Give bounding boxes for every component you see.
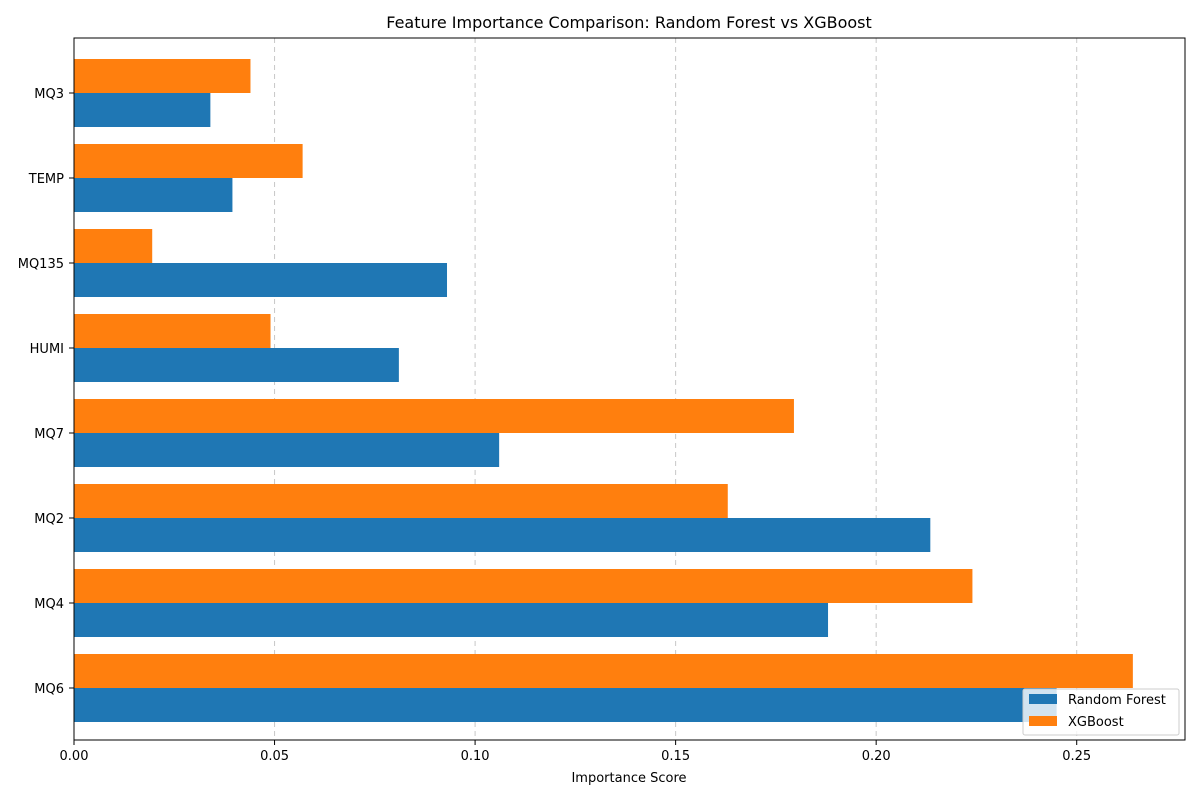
legend-label-random-forest: Random Forest <box>1068 693 1166 708</box>
y-axis-ticks: MQ6 MQ4 MQ2 MQ7 HUMI MQ135 TEMP MQ3 <box>18 87 74 697</box>
bar-random-forest-mq135 <box>74 263 448 297</box>
bar-random-forest-temp <box>74 178 233 212</box>
x-axis-ticks: 0.00 0.05 0.10 0.15 0.20 0.25 <box>60 740 1091 764</box>
y-tick-label-temp: TEMP <box>28 172 64 187</box>
bar-xgboost-humi <box>74 314 271 348</box>
x-tick-label-0: 0.00 <box>60 749 89 764</box>
y-tick-label-humi: HUMI <box>30 342 64 357</box>
bar-random-forest-mq3 <box>74 93 211 127</box>
legend-label-xgboost: XGBoost <box>1068 715 1124 730</box>
y-tick-label-mq2: MQ2 <box>34 512 64 527</box>
y-tick-label-mq135: MQ135 <box>18 257 64 272</box>
bar-xgboost-mq3 <box>74 59 251 93</box>
bar-random-forest-mq7 <box>74 433 500 467</box>
bar-xgboost-temp <box>74 144 303 178</box>
y-tick-label-mq4: MQ4 <box>34 597 64 612</box>
bar-xgboost-mq7 <box>74 399 794 433</box>
bars <box>74 59 1133 722</box>
x-tick-label-1: 0.05 <box>260 749 289 764</box>
bar-xgboost-mq6 <box>74 654 1133 688</box>
y-tick-label-mq7: MQ7 <box>34 427 64 442</box>
chart-title: Feature Importance Comparison: Random Fo… <box>386 13 872 32</box>
x-tick-label-4: 0.20 <box>862 749 891 764</box>
bar-xgboost-mq2 <box>74 484 728 518</box>
x-tick-label-3: 0.15 <box>661 749 690 764</box>
legend-box <box>1022 688 1180 736</box>
legend: Random Forest XGBoost <box>1022 688 1180 736</box>
bar-xgboost-mq4 <box>74 569 973 603</box>
bar-random-forest-mq6 <box>74 688 1057 722</box>
bar-random-forest-mq4 <box>74 603 829 637</box>
x-tick-label-5: 0.25 <box>1062 749 1091 764</box>
bar-xgboost-mq135 <box>74 229 153 263</box>
plot-frame <box>73 37 1186 741</box>
y-tick-label-mq3: MQ3 <box>34 87 64 102</box>
bar-random-forest-mq2 <box>74 518 931 552</box>
legend-swatch-xgboost <box>1029 716 1057 726</box>
legend-swatch-random-forest <box>1029 694 1057 704</box>
y-tick-label-mq6: MQ6 <box>34 682 64 697</box>
bar-random-forest-humi <box>74 348 399 382</box>
x-tick-label-2: 0.10 <box>461 749 490 764</box>
x-axis-title: Importance Score <box>571 771 686 786</box>
